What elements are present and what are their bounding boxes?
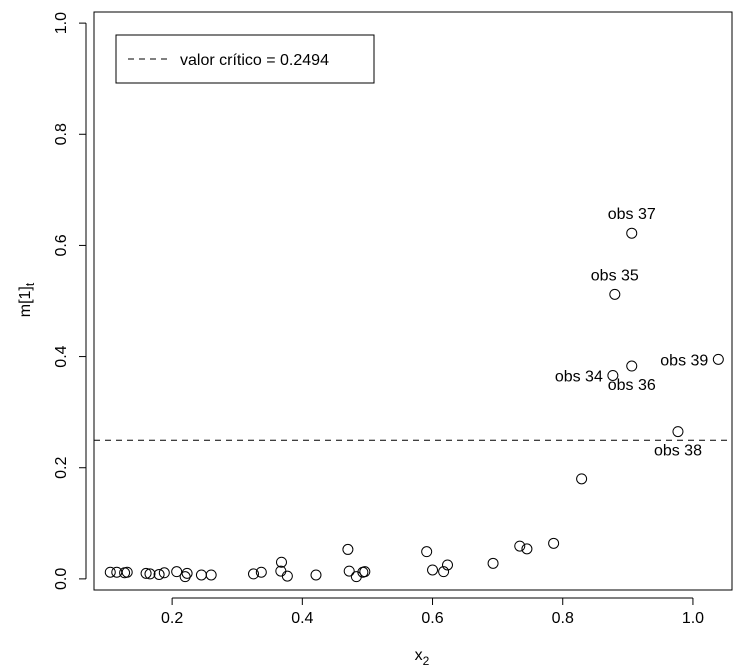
y-tick-label: 1.0 <box>53 12 70 34</box>
data-point <box>181 567 193 579</box>
y-axis-title: m[1]t <box>17 282 37 317</box>
data-points <box>104 227 724 583</box>
data-point <box>104 566 116 578</box>
x-tick-label: 0.6 <box>421 610 443 627</box>
data-point <box>121 566 133 578</box>
y-tick-label: 0.8 <box>53 123 70 145</box>
data-point <box>548 537 560 549</box>
x-tick-label: 0.4 <box>291 610 313 627</box>
data-point <box>343 565 355 577</box>
data-point <box>487 557 499 569</box>
legend: valor crítico = 0.2494 <box>115 34 375 84</box>
data-point <box>275 556 287 568</box>
point-annotation: obs 36 <box>608 377 656 394</box>
point-annotation: obs 38 <box>654 443 702 460</box>
data-point <box>342 543 354 555</box>
data-point <box>427 564 439 576</box>
x-tick-label: 1.0 <box>682 610 704 627</box>
y-tick-label: 0.0 <box>53 568 70 590</box>
data-point <box>607 369 619 381</box>
legend-box <box>115 34 375 84</box>
y-tick-label: 0.2 <box>53 457 70 479</box>
data-point <box>712 353 724 365</box>
data-point <box>281 570 293 582</box>
data-point <box>672 426 684 438</box>
data-point <box>195 569 207 581</box>
point-annotation: obs 34 <box>555 368 603 385</box>
point-annotation: obs 37 <box>608 206 656 223</box>
data-point <box>255 566 267 578</box>
data-point <box>158 567 170 579</box>
data-point <box>144 568 156 580</box>
data-point <box>442 559 454 571</box>
data-point <box>626 360 638 372</box>
axes-ticks: 0.2 0.4 0.6 0.8 1.0 0.0 0.2 0.4 0.6 0.8 1.0 <box>53 12 704 627</box>
data-point <box>521 543 533 555</box>
data-point <box>609 288 621 300</box>
data-point <box>514 540 526 552</box>
x-tick-label: 0.8 <box>552 610 574 627</box>
data-point <box>438 566 450 578</box>
data-point <box>359 566 371 578</box>
data-point <box>171 566 183 578</box>
data-point <box>248 568 259 580</box>
data-point <box>205 569 217 581</box>
data-point <box>626 227 638 239</box>
data-point <box>310 569 322 581</box>
x-axis-title: x2 <box>415 647 430 668</box>
data-point <box>153 568 165 580</box>
x-tick-label: 0.2 <box>161 610 183 627</box>
data-point <box>140 567 152 579</box>
data-point <box>576 473 588 485</box>
y-tick-label: 0.6 <box>53 234 70 256</box>
y-tick-label: 0.4 <box>53 345 70 367</box>
plot-frame <box>93 11 733 591</box>
data-point <box>421 546 433 558</box>
point-annotation: obs 35 <box>591 267 639 284</box>
point-annotation: obs 39 <box>660 352 708 369</box>
legend-label: valor crítico = 0.2494 <box>180 52 329 69</box>
